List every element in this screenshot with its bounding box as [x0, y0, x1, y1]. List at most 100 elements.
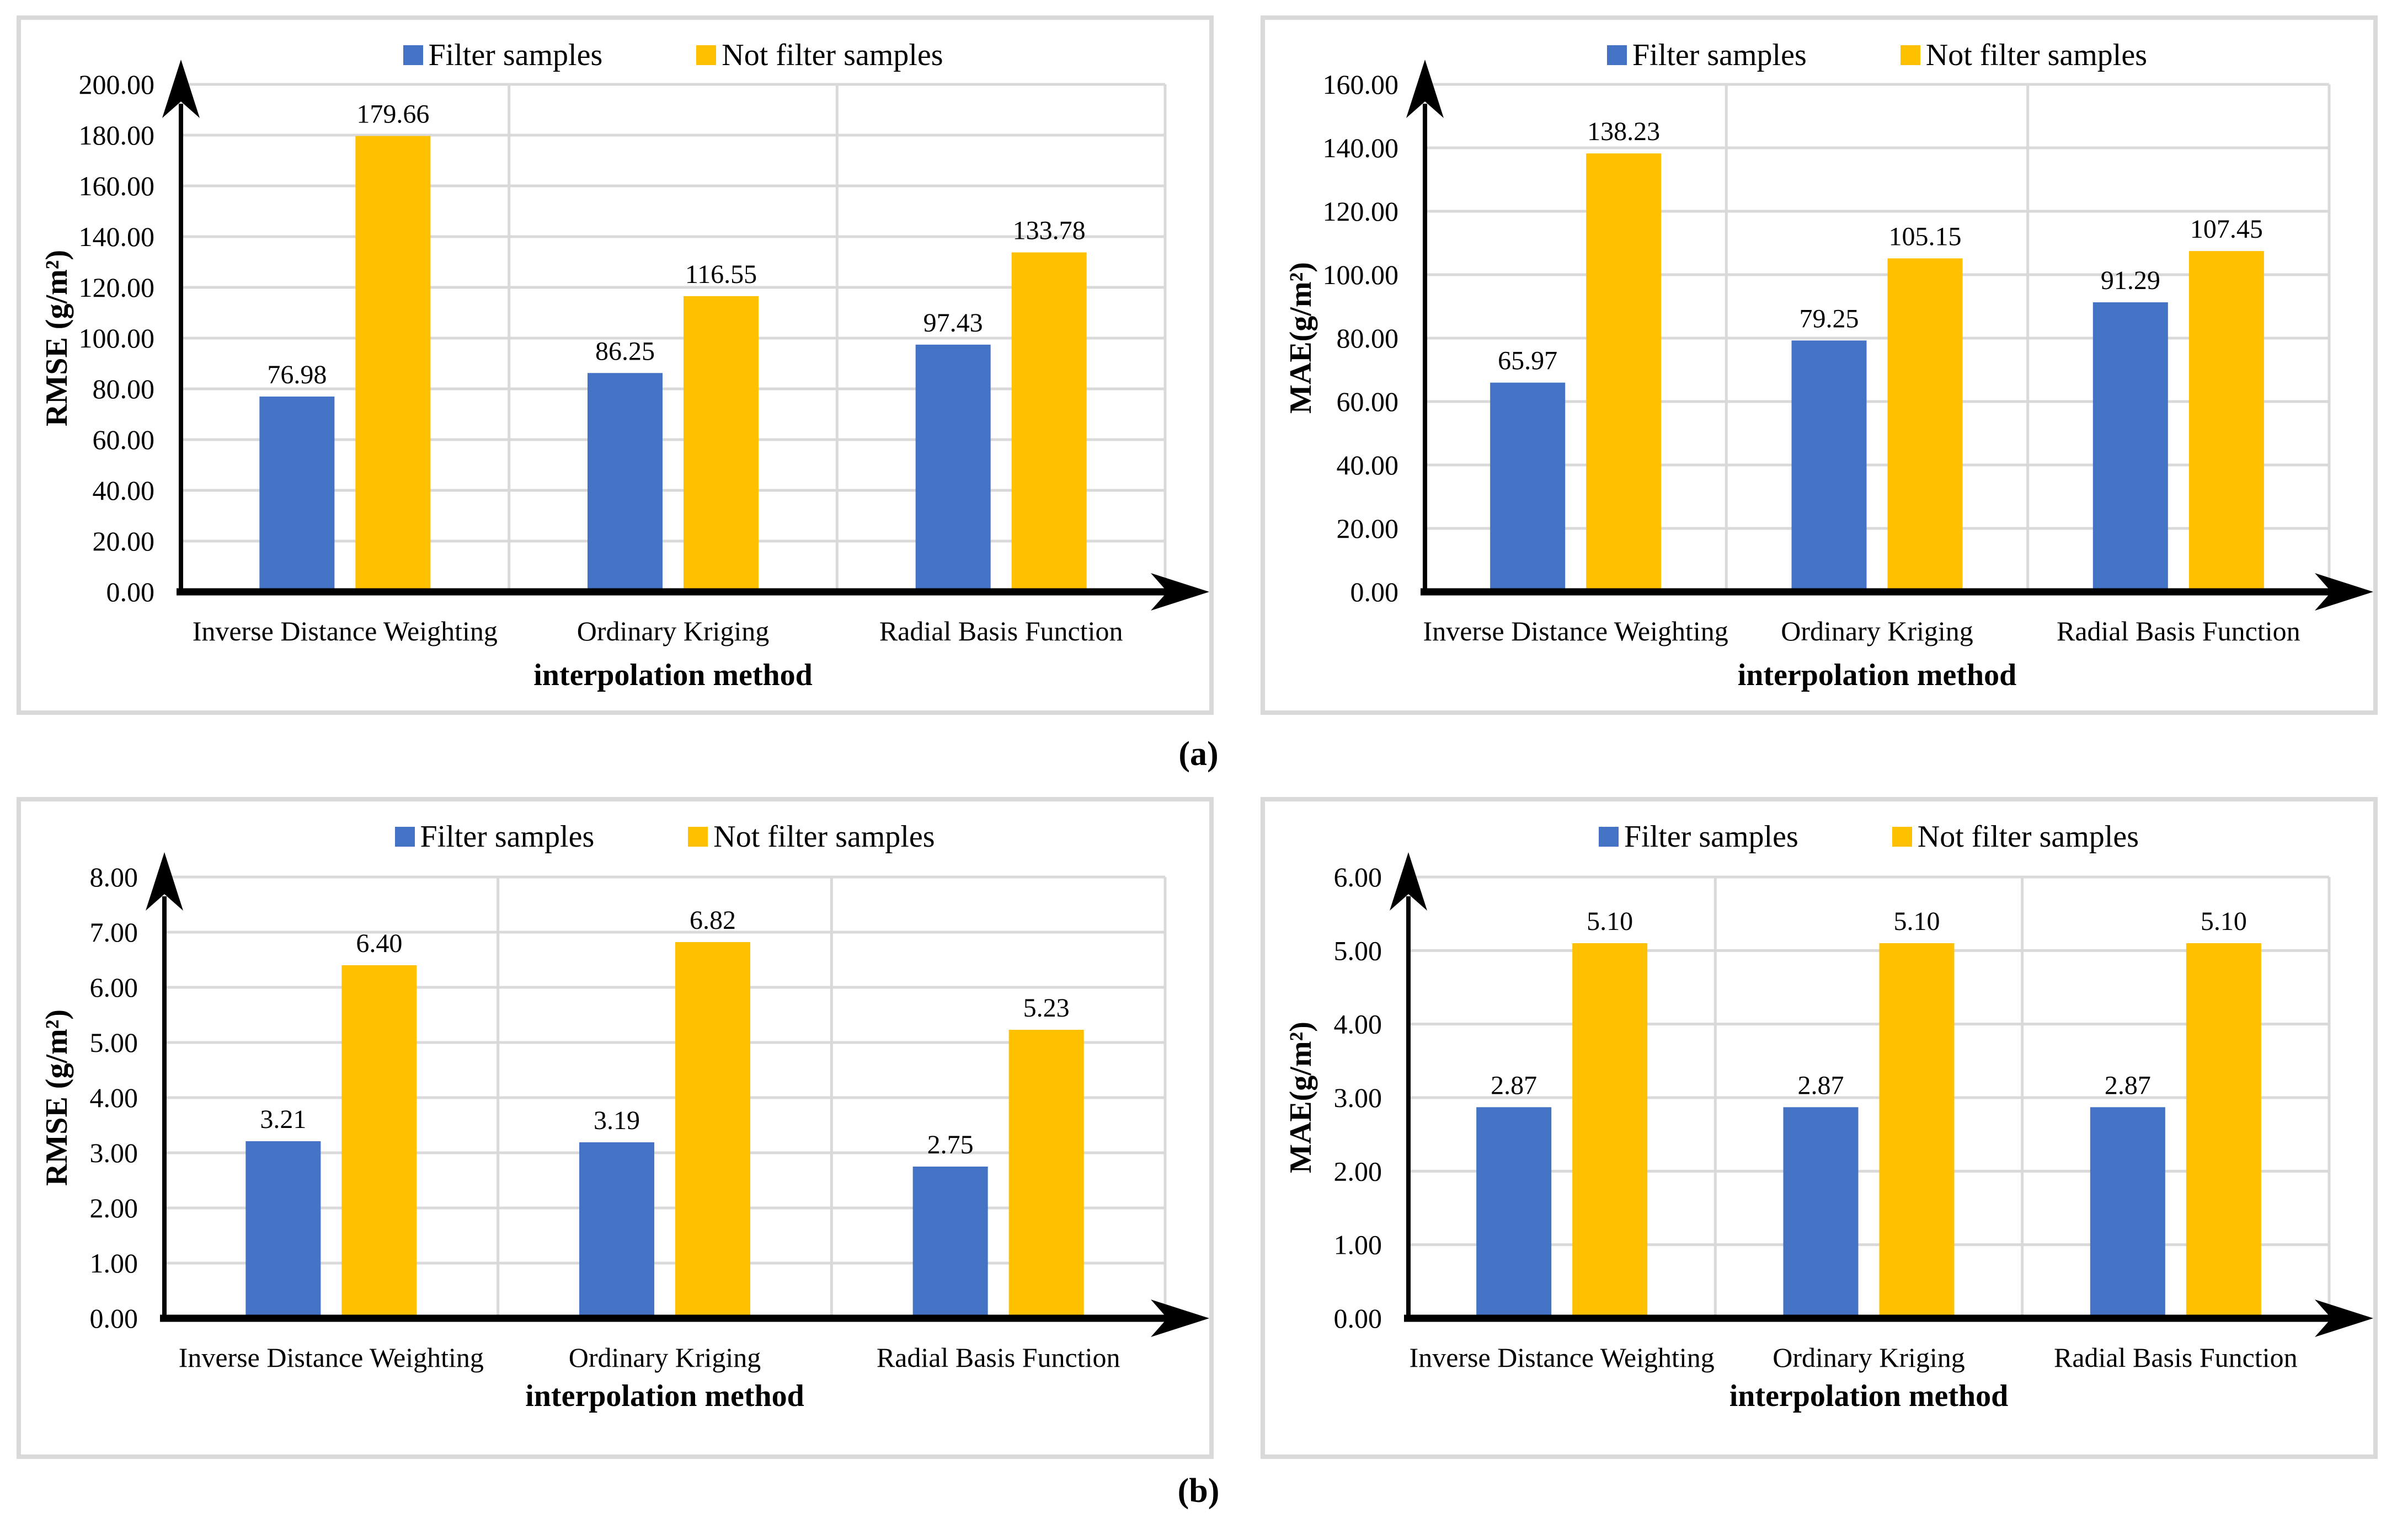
y-tick-label: 60.00 — [93, 424, 155, 455]
data-label: 5.23 — [1023, 993, 1070, 1023]
y-axis-title: RMSE (g/m²) — [40, 1009, 74, 1186]
y-tick-label: 4.00 — [1334, 1009, 1382, 1040]
data-label: 107.45 — [2190, 215, 2263, 244]
data-label: 5.10 — [1587, 907, 1633, 936]
data-label: 97.43 — [923, 308, 983, 338]
legend-entry-filter-samples: Filter samples — [394, 820, 595, 854]
bar-not-filter-samples — [355, 136, 431, 592]
legend-swatch-not-filter-samples — [1900, 45, 1920, 65]
bar-filter-samples — [245, 1141, 321, 1318]
data-label: 105.15 — [1889, 222, 1962, 251]
legend: Filter samples Not filter samples — [164, 811, 1165, 862]
y-tick-label: 40.00 — [93, 475, 155, 506]
bar-filter-samples — [588, 373, 663, 592]
y-axis-arrow-icon — [146, 852, 183, 911]
x-axis-title: interpolation method — [1729, 1379, 2009, 1413]
category-label: Ordinary Kriging — [569, 1342, 761, 1373]
y-tick-label: 200.00 — [79, 69, 155, 100]
y-tick-label: 5.00 — [90, 1027, 138, 1058]
y-tick-label: 3.00 — [90, 1137, 138, 1168]
data-label: 6.40 — [356, 929, 402, 958]
legend-label-not-filter-samples: Not filter samples — [713, 820, 935, 854]
bar-not-filter-samples — [1008, 1030, 1084, 1318]
data-label: 133.78 — [1013, 216, 1086, 245]
y-tick-label: 20.00 — [93, 526, 155, 557]
bar-filter-samples — [912, 1167, 988, 1318]
legend-entry-not-filter-samples: Not filter samples — [688, 821, 935, 852]
bar-not-filter-samples — [1586, 153, 1662, 592]
bar-filter-samples — [1476, 1107, 1552, 1318]
legend-swatch-not-filter-samples — [688, 827, 708, 847]
panel-b-mae-chart: Filter samples Not filter samples MAE(g/… — [1261, 797, 2378, 1459]
bar-filter-samples — [1783, 1107, 1859, 1318]
legend-entry-not-filter-samples: Not filter samples — [1892, 821, 2139, 852]
data-label: 91.29 — [2101, 266, 2160, 295]
category-label: Radial Basis Function — [2057, 616, 2300, 646]
legend-entry-filter-samples: Filter samples — [403, 40, 602, 71]
bar-not-filter-samples — [2186, 943, 2261, 1318]
category-label: Inverse Distance Weighting — [193, 616, 498, 646]
x-axis-arrow-icon — [1151, 1300, 1209, 1337]
y-tick-label: 4.00 — [90, 1082, 138, 1113]
y-tick-label: 5.00 — [1334, 935, 1382, 966]
data-label: 76.98 — [267, 360, 327, 389]
legend: Filter samples Not filter samples — [1425, 30, 2329, 81]
x-axis-title: interpolation method — [525, 1379, 804, 1413]
bar-not-filter-samples — [675, 942, 750, 1318]
legend-label-not-filter-samples: Not filter samples — [1925, 38, 2147, 72]
y-tick-label: 0.00 — [106, 576, 155, 607]
legend-label-filter-samples: Filter samples — [1632, 38, 1807, 72]
y-tick-label: 2.00 — [90, 1193, 138, 1223]
panel-b-rmse-chart: Filter samples Not filter samples RMSE (… — [17, 797, 1214, 1459]
category-label: Ordinary Kriging — [1773, 1342, 1965, 1373]
x-axis-arrow-icon — [2315, 1300, 2373, 1337]
legend-entry-not-filter-samples: Not filter samples — [696, 40, 943, 71]
y-tick-label: 160.00 — [1323, 69, 1399, 100]
bar-not-filter-samples — [1879, 943, 1955, 1318]
data-label: 3.21 — [260, 1105, 306, 1134]
category-label: Ordinary Kriging — [577, 616, 770, 646]
y-axis-title: MAE(g/m²) — [1284, 1022, 1318, 1174]
legend-swatch-not-filter-samples — [696, 45, 717, 65]
data-label: 86.25 — [595, 336, 655, 366]
legend-label-filter-samples: Filter samples — [1624, 820, 1798, 854]
y-axis-arrow-icon — [1390, 852, 1427, 911]
data-label: 116.55 — [685, 260, 757, 289]
legend-label-not-filter-samples: Not filter samples — [1917, 820, 2139, 854]
legend-label-not-filter-samples: Not filter samples — [722, 38, 943, 72]
y-tick-label: 0.00 — [1334, 1303, 1382, 1334]
y-axis-title: RMSE (g/m²) — [40, 249, 74, 427]
data-label: 2.87 — [1798, 1071, 1844, 1100]
y-tick-label: 140.00 — [79, 221, 155, 252]
bar-not-filter-samples — [684, 296, 759, 592]
chart-canvas: 2.87 5.10 Inverse Distance Weighting 2.87 5.… — [1334, 852, 2373, 1373]
bar-filter-samples — [2092, 302, 2168, 592]
y-tick-label: 7.00 — [90, 917, 138, 948]
bar-not-filter-samples — [1011, 252, 1087, 592]
data-label: 2.87 — [1491, 1071, 1537, 1100]
data-label: 65.97 — [1498, 346, 1557, 376]
category-label: Inverse Distance Weighting — [1423, 616, 1728, 646]
y-tick-label: 1.00 — [90, 1248, 138, 1279]
category-label: Ordinary Kriging — [1781, 616, 1973, 646]
y-tick-label: 100.00 — [1323, 259, 1399, 290]
legend-label-filter-samples: Filter samples — [420, 820, 595, 854]
data-label: 2.87 — [2105, 1071, 2151, 1100]
x-axis-arrow-icon — [2315, 573, 2373, 611]
bar-filter-samples — [1791, 340, 1867, 592]
data-label: 3.19 — [594, 1106, 640, 1135]
y-tick-label: 140.00 — [1323, 132, 1399, 163]
y-tick-label: 6.00 — [90, 972, 138, 1003]
category-label: Inverse Distance Weighting — [1410, 1342, 1715, 1373]
data-label: 6.82 — [690, 906, 736, 935]
legend-entry-not-filter-samples: Not filter samples — [1900, 40, 2147, 71]
y-tick-label: 8.00 — [90, 862, 138, 892]
legend-swatch-filter-samples — [1607, 45, 1627, 65]
data-label: 5.10 — [1894, 907, 1940, 936]
x-axis-arrow-icon — [1151, 573, 1209, 611]
y-tick-label: 2.00 — [1334, 1156, 1382, 1186]
caption-b: (b) — [1177, 1472, 1220, 1510]
y-tick-label: 3.00 — [1334, 1082, 1382, 1113]
y-tick-label: 100.00 — [79, 323, 155, 354]
